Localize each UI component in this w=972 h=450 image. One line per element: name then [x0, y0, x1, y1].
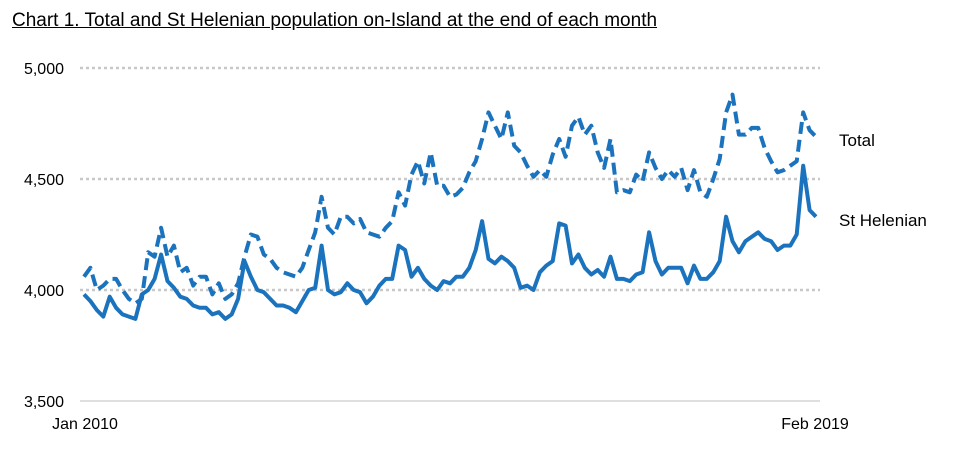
chart-title: Chart 1. Total and St Helenian populatio… [12, 10, 658, 31]
grid-lines [80, 66, 820, 292]
x-tick-label-start: Jan 2010 [52, 416, 118, 433]
series-lines [82, 92, 818, 321]
y-tick-label: 3,500 [24, 394, 64, 411]
x-tick-label-end: Feb 2019 [781, 416, 849, 433]
x-axis-tick-labels: Jan 2010 Feb 2019 [52, 416, 849, 433]
series-line-total [82, 92, 818, 306]
series-line-st-helenian [82, 163, 818, 321]
series-labels: Total St Helenian [839, 131, 927, 230]
y-axis-tick-labels: 3,500 4,000 4,500 5,000 [24, 61, 64, 411]
series-label-st-helenian: St Helenian [839, 211, 927, 230]
y-tick-label: 5,000 [24, 61, 64, 78]
y-tick-label: 4,000 [24, 283, 64, 300]
series-label-total: Total [839, 131, 875, 150]
y-tick-label: 4,500 [24, 172, 64, 189]
